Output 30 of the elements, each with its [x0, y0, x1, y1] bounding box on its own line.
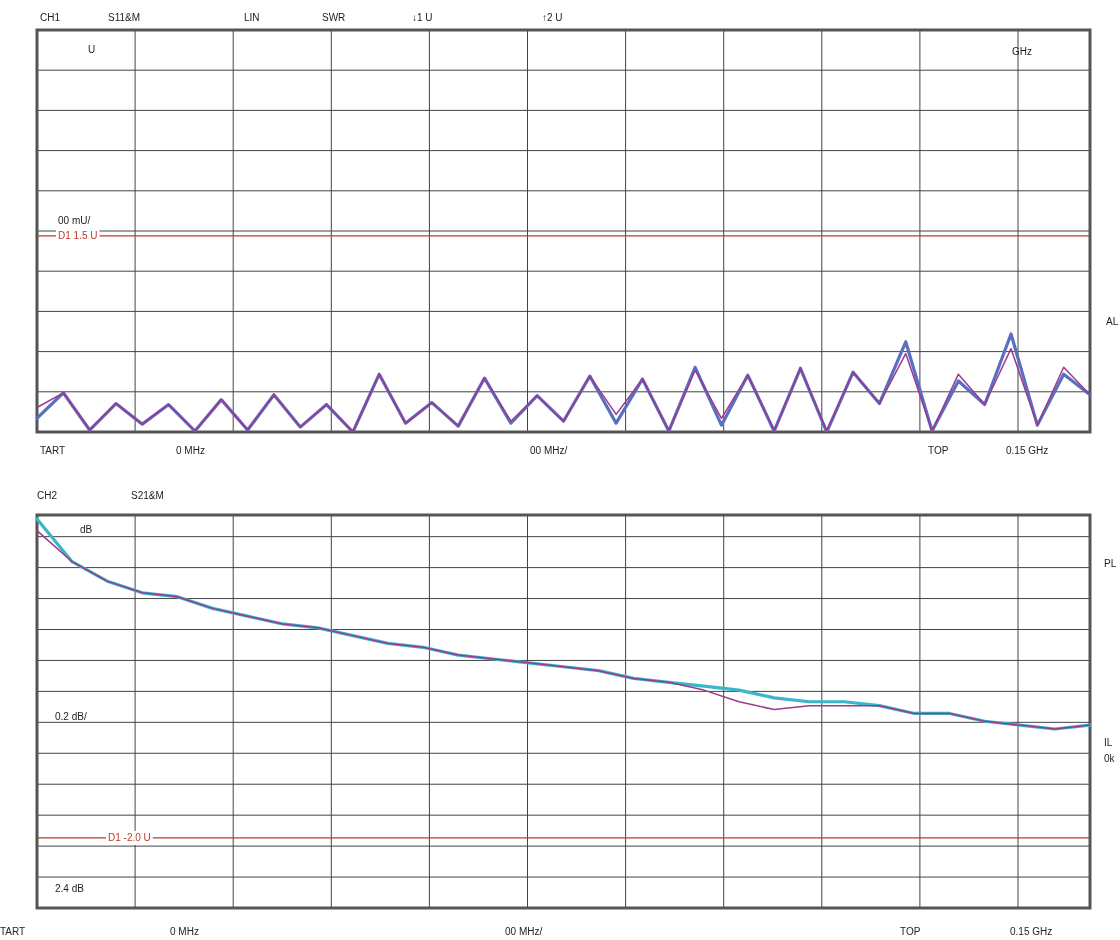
text: S21&M — [131, 490, 164, 502]
text: 00 mU/ — [58, 215, 91, 227]
text: LIN — [244, 12, 260, 24]
text: S11&M — [108, 12, 141, 24]
text: AL — [1106, 316, 1119, 328]
text: ↓1 U — [412, 12, 433, 24]
annotation: 0.2 dB/ — [55, 711, 87, 723]
annotation: 2.4 dB — [55, 883, 84, 895]
text: TART — [40, 445, 66, 457]
text: CH2 — [37, 490, 58, 502]
text: TOP — [928, 445, 949, 457]
text: 00 MHz/ — [530, 445, 568, 457]
ref-line-label: D1 -2.0 U — [108, 831, 151, 843]
text: U — [88, 44, 96, 56]
text: 00 MHz/ — [505, 926, 543, 938]
text: CH1 — [40, 12, 61, 24]
text: ↑2 U — [542, 12, 563, 24]
text: 0 MHz — [176, 445, 205, 457]
text: TART — [0, 926, 26, 938]
text: PL — [1104, 558, 1117, 570]
text: 0 MHz — [170, 926, 199, 938]
text: TOP — [900, 926, 921, 938]
text: IL — [1104, 737, 1113, 749]
annotation: dB — [80, 524, 93, 536]
text: 0.15 GHz — [1006, 445, 1049, 457]
text: 0.15 GHz — [1010, 926, 1053, 938]
text: GHz — [1012, 46, 1032, 58]
ref-line-label: D1 1.5 U — [58, 229, 98, 241]
text: 0k — [1104, 753, 1115, 765]
text: SWR — [322, 12, 346, 24]
